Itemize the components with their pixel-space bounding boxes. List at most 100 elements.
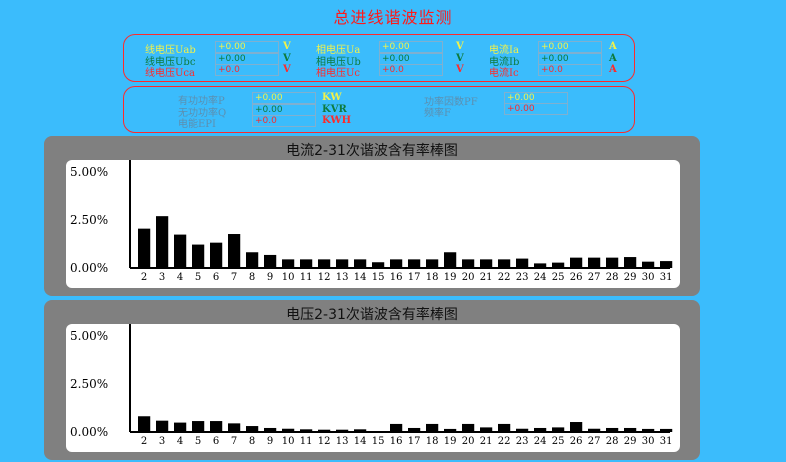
x-tick-label: 7 — [231, 436, 237, 447]
x-tick-label: 5 — [195, 436, 201, 447]
bar — [372, 431, 385, 432]
bar — [372, 262, 385, 268]
bar — [480, 427, 493, 432]
x-tick-label: 13 — [336, 272, 349, 283]
current-label: 电流Ic — [489, 68, 519, 79]
power-factor-label: 功率因数PF — [424, 97, 478, 108]
x-tick-label: 6 — [213, 272, 219, 283]
phase_voltage-unit: V — [456, 64, 464, 75]
x-tick-label: 16 — [390, 436, 403, 447]
x-tick-label: 29 — [624, 272, 637, 283]
bar — [246, 252, 259, 268]
x-tick-label: 2 — [141, 272, 147, 283]
x-tick-label: 29 — [624, 436, 637, 447]
bar — [408, 427, 421, 432]
current-label: 电流Ib — [489, 57, 520, 68]
bar — [138, 228, 151, 268]
voltage-harmonic-chart: 0.00% 2.50% 5.00% 2 3 4 5 6 7 8 9 10 11 12 13 14 15 16 17 1… — [66, 324, 680, 452]
x-tick-label: 17 — [408, 272, 421, 283]
bar — [354, 429, 367, 432]
bar — [642, 261, 655, 268]
x-tick-label: 18 — [426, 436, 439, 447]
x-tick-label: 10 — [282, 272, 295, 283]
x-tick-label: 13 — [336, 436, 349, 447]
x-tick-label: 26 — [570, 272, 583, 283]
x-tick-label: 15 — [372, 436, 385, 447]
x-tick-label: 30 — [642, 436, 655, 447]
power-unit: KWH — [322, 115, 352, 126]
x-tick-label: 10 — [282, 436, 295, 447]
x-tick-label: 2 — [141, 436, 147, 447]
x-tick-label: 11 — [300, 436, 313, 447]
power-value: +0.00 — [252, 92, 316, 104]
line_voltage-value: +0.00 — [215, 41, 279, 53]
bar — [480, 259, 493, 268]
chart-title: 电压2-31次谐波含有率棒图 — [286, 307, 458, 323]
x-tick-label: 5 — [195, 272, 201, 283]
x-tick-label: 3 — [159, 436, 165, 447]
bar — [138, 416, 151, 432]
current-unit: A — [609, 64, 617, 75]
line_voltage-label: 线电压Ubc — [145, 57, 196, 68]
current-value: +0.0 — [538, 64, 602, 76]
x-tick-label: 20 — [462, 436, 475, 447]
bar — [426, 259, 439, 268]
current-harmonic-chart: 0.00% 2.50% 5.00% 2 3 4 5 6 7 8 9 10 11 12 13 14 15 16 17 1… — [66, 160, 680, 288]
bar — [300, 259, 313, 268]
phase_voltage-label: 相电压Ub — [316, 57, 361, 68]
line_voltage-label: 线电压Uab — [145, 45, 196, 56]
x-tick-label: 23 — [516, 436, 529, 447]
bar — [570, 257, 583, 268]
bar — [588, 428, 601, 432]
voltage-harmonic-chart-panel: 电压2-31次谐波含有率棒图 0.00% 2.50% 5.00% 2 3 4 5 6 7 8 9 10… — [44, 300, 700, 460]
phase_voltage-unit: V — [456, 53, 464, 64]
bar — [444, 428, 457, 432]
bar — [606, 257, 619, 268]
bar — [498, 259, 511, 268]
x-tick-label: 14 — [354, 436, 367, 447]
phase_voltage-value: +0.0 — [379, 64, 443, 76]
bar — [462, 423, 475, 432]
frequency-value: +0.00 — [504, 103, 568, 115]
y-tick-label: 5.00% — [70, 329, 108, 343]
power-label: 无功功率Q — [178, 108, 227, 119]
x-tick-label: 7 — [231, 272, 237, 283]
bar — [210, 421, 223, 432]
bar — [408, 259, 421, 268]
bar — [606, 427, 619, 432]
x-tick-label: 27 — [588, 272, 601, 283]
x-tick-label: 25 — [552, 272, 565, 283]
frequency-label: 频率F — [424, 108, 451, 119]
current-unit: A — [609, 53, 617, 64]
phase_voltage-label: 相电压Ua — [316, 45, 361, 56]
x-tick-label: 19 — [444, 272, 457, 283]
bar — [228, 423, 241, 432]
x-tick-label: 4 — [177, 272, 183, 283]
bar — [228, 234, 241, 268]
power-label: 电能EPI — [178, 119, 216, 130]
x-tick-label: 28 — [606, 272, 619, 283]
bar — [516, 258, 529, 268]
bar — [210, 242, 223, 268]
voltage-current-panel — [123, 34, 635, 82]
current-harmonic-chart-panel: 电流2-31次谐波含有率棒图 0.00% 2.50% 5.00% 2 3 4 5 6 7 8 9 10… — [44, 136, 700, 296]
x-tick-label: 21 — [480, 272, 493, 283]
bar — [192, 421, 205, 432]
bar — [264, 254, 277, 268]
bar — [174, 422, 187, 432]
x-tick-label: 19 — [444, 436, 457, 447]
x-tick-label: 22 — [498, 436, 511, 447]
bar — [156, 420, 169, 432]
x-tick-label: 9 — [267, 272, 273, 283]
line_voltage-unit: V — [283, 64, 291, 75]
x-tick-label: 8 — [249, 272, 255, 283]
bar — [192, 244, 205, 268]
x-tick-label: 22 — [498, 272, 511, 283]
x-tick-label: 26 — [570, 436, 583, 447]
bar — [246, 426, 259, 432]
bar — [552, 427, 565, 432]
bar — [336, 429, 349, 432]
x-tick-label: 18 — [426, 272, 439, 283]
x-tick-label: 24 — [534, 272, 547, 283]
bar — [264, 427, 277, 432]
